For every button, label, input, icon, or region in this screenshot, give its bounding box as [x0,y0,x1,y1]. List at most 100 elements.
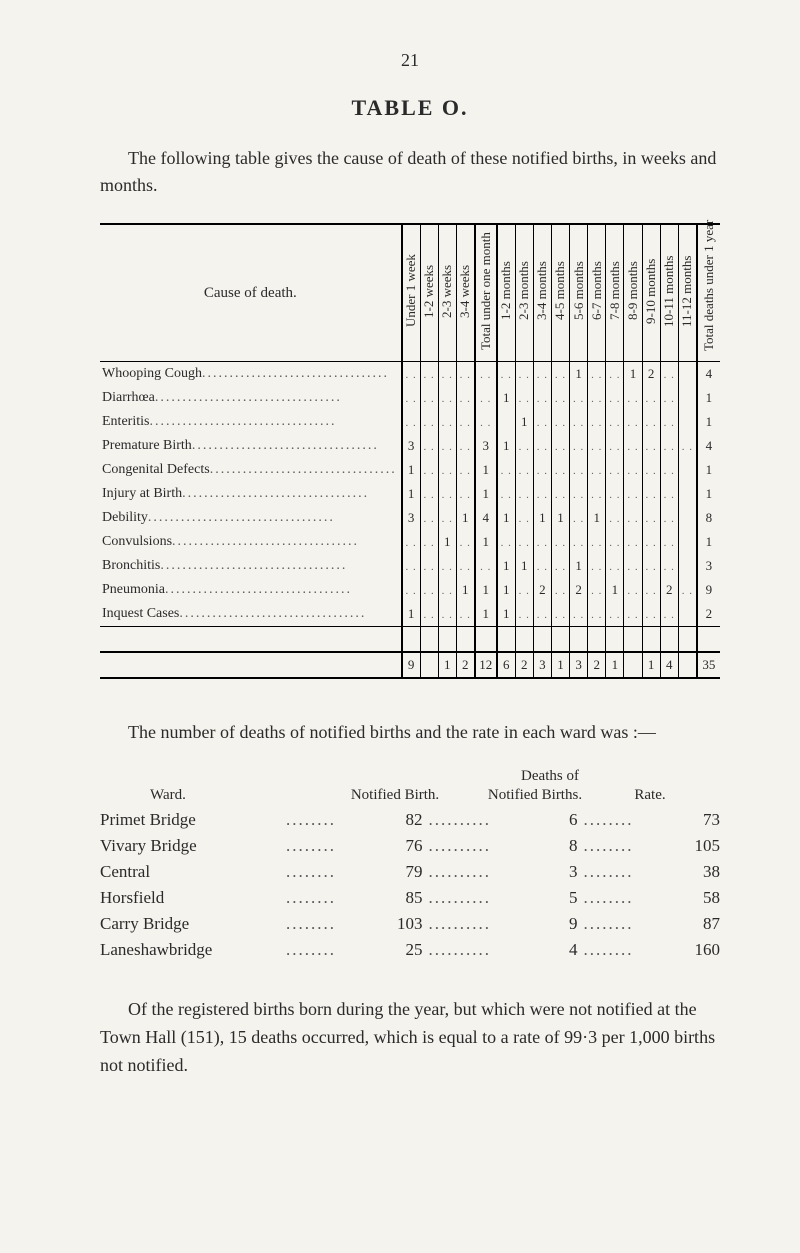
ward-notified-births: 82 [353,810,423,830]
ward-deaths: 6 [508,810,578,830]
col-header: 4-5 months [551,224,569,362]
value-cell: . . [624,386,642,410]
col-header: 2-3 weeks [438,224,456,362]
value-cell: . . [420,458,438,482]
value-cell: 1 [475,458,497,482]
value-cell: . . [438,482,456,506]
value-cell: . . [438,410,456,434]
dot-leader: ........ [280,862,353,882]
col-header: 3-4 months [533,224,551,362]
mid-paragraph: The number of deaths of notified births … [100,719,720,746]
value-cell: . . [642,482,660,506]
value-cell: . . [588,434,606,458]
dot-leader: ........ [280,914,353,934]
value-cell: . . [515,386,533,410]
dot-leader: .......... [423,914,508,934]
value-cell: 4 [697,362,720,387]
table-o: Cause of death. Under 1 week 1-2 weeks 2… [100,223,720,679]
value-cell: . . [456,458,474,482]
total-cell: 6 [497,652,515,678]
ward-row: Primet Bridge........82..........6......… [100,810,720,830]
value-cell: 2 [642,362,660,387]
total-cell [420,652,438,678]
value-cell: . . [660,602,678,627]
ward-col-headers: Ward. Notified Birth. Notified Births. R… [100,787,720,804]
value-cell [497,410,515,434]
value-cell [678,482,696,506]
cause-cell: Inquest Cases ..........................… [100,602,402,627]
dot-leader: .......... [423,836,508,856]
value-cell [678,362,696,387]
value-cell: . . [588,578,606,602]
dot-leader: ........ [578,940,651,960]
value-cell: . . [551,458,569,482]
value-cell: 1 [606,578,624,602]
total-cell: 1 [438,652,456,678]
value-cell: . . [456,482,474,506]
value-cell: . . [456,434,474,458]
col-header: 10-11 months [660,224,678,362]
value-cell: . . [551,362,569,387]
dot-leader: ........ [280,836,353,856]
ward-deaths: 8 [508,836,578,856]
value-cell: . . [551,434,569,458]
value-cell: 4 [475,506,497,530]
value-cell: . . [515,602,533,627]
value-cell [678,458,696,482]
value-cell: . . [570,410,588,434]
cause-cell: Premature Birth ........................… [100,434,402,458]
total-cell: 4 [660,652,678,678]
value-cell: . . [515,482,533,506]
value-cell: . . [533,362,551,387]
value-cell: . . [420,362,438,387]
value-cell: . . [551,482,569,506]
value-cell: . . [606,530,624,554]
outro-paragraph: Of the registered births born during the… [100,996,720,1080]
ward-notified-births: 103 [353,914,423,934]
ward-rate: 87 [650,914,720,934]
value-cell: . . [642,410,660,434]
value-cell: . . [678,578,696,602]
value-cell: 2 [697,602,720,627]
value-cell: 3 [697,554,720,578]
value-cell: . . [624,578,642,602]
value-cell: . . [551,602,569,627]
ward-h-ward: Ward. [100,787,330,804]
value-cell: 1 [624,362,642,387]
value-cell: . . [570,506,588,530]
value-cell: . . [402,386,420,410]
value-cell: 8 [697,506,720,530]
value-cell: 1 [475,530,497,554]
value-cell: . . [570,434,588,458]
ward-notified-births: 76 [353,836,423,856]
value-cell: . . [533,530,551,554]
value-cell: 1 [515,554,533,578]
value-cell: . . [420,434,438,458]
value-cell: . . [588,458,606,482]
col-header: 2-3 months [515,224,533,362]
value-cell: . . [606,602,624,627]
table-title: TABLE O. [100,95,720,121]
value-cell: 3 [402,434,420,458]
value-cell: . . [438,386,456,410]
total-cell: 2 [588,652,606,678]
dot-leader: .......... [423,888,508,908]
value-cell: . . [606,386,624,410]
value-cell [678,410,696,434]
value-cell: . . [420,554,438,578]
value-cell: . . [588,386,606,410]
value-cell: . . [588,530,606,554]
value-cell: 1 [697,458,720,482]
value-cell: . . [588,410,606,434]
value-cell: 1 [497,554,515,578]
ward-name: Horsfield [100,888,280,908]
value-cell: 1 [456,506,474,530]
value-cell: . . [515,578,533,602]
value-cell: 1 [497,578,515,602]
table-o-header-row: Cause of death. Under 1 week 1-2 weeks 2… [100,224,720,362]
value-cell: 1 [475,578,497,602]
col-header: 9-10 months [642,224,660,362]
value-cell: . . [660,410,678,434]
value-cell: 1 [697,530,720,554]
ward-name: Vivary Bridge [100,836,280,856]
